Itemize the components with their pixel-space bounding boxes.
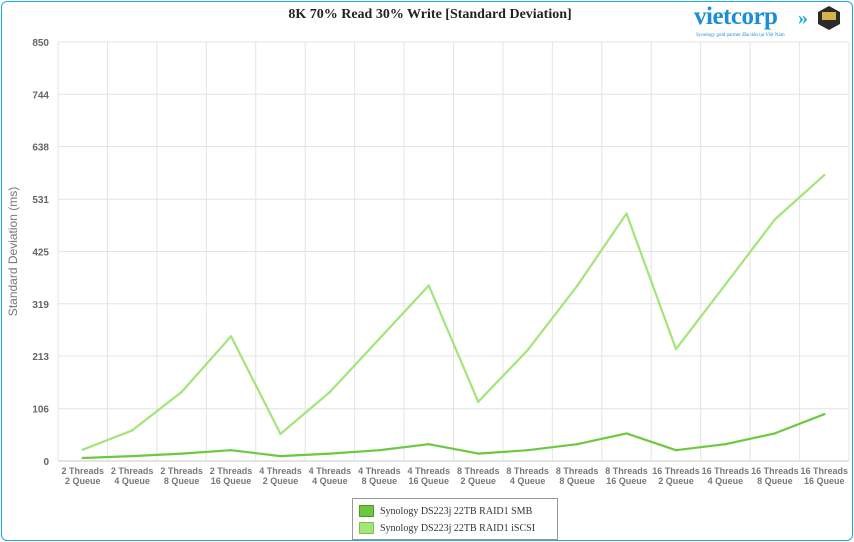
data-point [427,443,430,446]
legend-swatch-smb [359,505,374,517]
legend: Synology DS223j 22TB RAID1 SMB Synology … [352,498,558,540]
data-point [180,390,183,394]
y-tick-label: 638 [32,143,49,154]
x-tick-label: 16 Threads 8 Queue [751,466,799,486]
series-line-0 [82,413,825,460]
data-point [378,337,381,340]
data-point [328,390,332,394]
legend-item-smb: Synology DS223j 22TB RAID1 SMB [359,504,532,518]
data-point [674,448,678,452]
x-tick-label: 4 Threads 4 Queue [309,466,352,486]
data-point [180,452,183,455]
data-point [625,212,628,215]
data-point [427,284,430,287]
data-point [724,283,727,286]
x-tick-label: 8 Threads 16 Queue [605,466,648,486]
logo-arrow-icon: » [798,7,808,29]
y-tick-label: 531 [32,195,49,206]
data-point [724,443,727,446]
data-point [229,448,233,452]
data-point [674,347,678,351]
x-tick-label: 4 Threads 16 Queue [408,466,451,486]
data-point [773,432,777,435]
y-axis-label: Standard Deviation (ms) [6,187,20,316]
data-point [279,432,282,436]
y-tick-label: 106 [32,405,49,416]
x-tick-label: 4 Threads 2 Queue [259,466,302,486]
y-tick-label: 425 [32,248,49,259]
series-line-1 [82,174,826,451]
x-tick-label: 4 Threads 8 Queue [358,466,401,486]
chart-title: 8K 70% Read 30% Write [Standard Deviatio… [288,7,572,22]
x-tick-label: 16 Threads 4 Queue [702,466,750,486]
x-tick-label: 16 Threads 16 Queue [801,466,849,486]
y-tick-label: 213 [32,352,49,363]
data-point [477,400,480,404]
logo-wordmark: vietcorp [694,3,778,30]
legend-label-iscsi: Synology DS223j 22TB RAID1 iSCSI [380,522,536,534]
x-tick-label: 2 Threads 16 Queue [210,466,253,486]
legend-swatch-iscsi [359,522,374,534]
data-point [526,448,529,452]
data-point [130,454,134,458]
x-tick-label: 2 Threads 8 Queue [160,466,203,486]
data-point [229,335,233,338]
data-point [378,448,381,452]
x-tick-label: 16 Threads 2 Queue [652,466,700,486]
y-tick-label: 319 [32,300,49,311]
data-point [823,412,826,416]
data-point [823,173,826,177]
x-tick-label: 8 Threads 4 Queue [506,466,549,486]
data-point [81,448,84,451]
y-tick-label: 850 [32,38,49,49]
x-tick-label: 2 Threads 2 Queue [61,466,104,486]
x-tick-label: 2 Threads 4 Queue [111,466,154,486]
data-point [526,348,529,352]
x-tick-label: 8 Threads 8 Queue [556,466,599,486]
data-point [773,218,777,221]
y-tick-label: 0 [43,457,49,468]
data-point [575,284,579,288]
data-point [575,443,579,446]
legend-item-iscsi: Synology DS223j 22TB RAID1 iSCSI [359,521,535,535]
vietcorp-logo: vietcorp » Synology gold partner đầu tiê… [694,3,844,45]
logo-tagline: Synology gold partner đầu tiên tại Việt … [696,33,785,38]
data-point [625,432,628,435]
data-point [477,452,480,455]
data-point [279,454,282,458]
partner-badge-icon [818,6,840,30]
data-point [328,452,332,455]
legend-label-smb: Synology DS223j 22TB RAID1 SMB [380,505,533,517]
x-tick-label: 8 Threads 2 Queue [457,466,500,486]
data-point [130,429,134,432]
y-tick-label: 744 [32,90,49,101]
data-point [81,456,84,460]
